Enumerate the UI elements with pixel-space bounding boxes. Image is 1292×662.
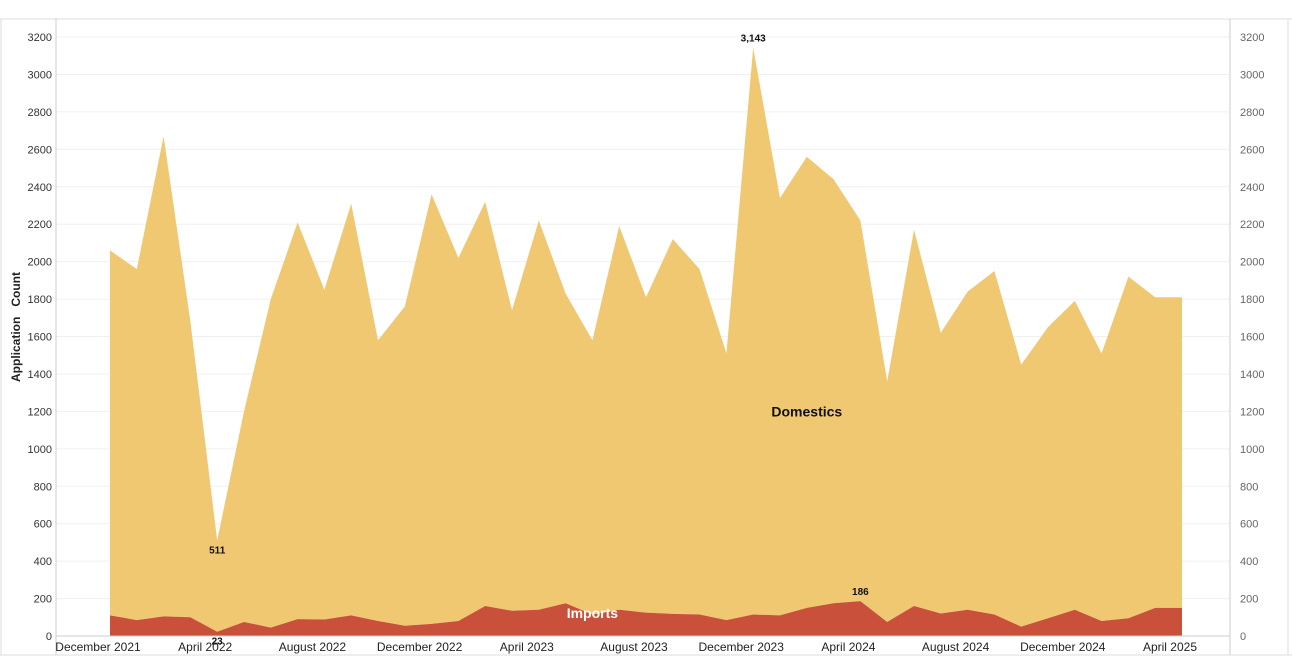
data-label: 511	[209, 545, 226, 556]
series-label: Imports	[567, 605, 619, 621]
x-tick-label: April 2023	[500, 640, 554, 654]
data-label: 3,143	[741, 34, 766, 45]
x-tick-label: August 2024	[922, 640, 990, 654]
y-tick-label-right: 400	[1240, 556, 1258, 568]
x-tick-label: December 2023	[699, 640, 785, 654]
y-tick-label-right: 2000	[1240, 257, 1264, 269]
y-tick-label-right: 600	[1240, 519, 1258, 531]
y-tick-label-right: 1400	[1240, 369, 1264, 381]
y-tick-label-right: 1600	[1240, 332, 1264, 344]
y-tick-label-left: 1200	[28, 406, 52, 418]
y-tick-label-right: 1000	[1240, 444, 1264, 456]
y-tick-label-right: 200	[1240, 594, 1258, 606]
y-tick-label-right: 2800	[1240, 107, 1264, 119]
y-tick-label-right: 3000	[1240, 69, 1264, 81]
y-tick-label-left: 2000	[28, 257, 52, 269]
y-tick-label-left: 2200	[28, 219, 52, 231]
area-series	[110, 47, 1182, 636]
y-tick-label-left: 1400	[28, 369, 52, 381]
y-tick-label-right: 800	[1240, 481, 1258, 493]
y-tick-label-left: 2600	[28, 144, 52, 156]
y-tick-label-left: 1000	[28, 444, 52, 456]
y-tick-label-right: 3200	[1240, 32, 1264, 44]
series-labels: Domestics Imports	[567, 404, 843, 621]
data-label: 186	[852, 587, 869, 598]
x-tick-label: August 2022	[279, 640, 347, 654]
y-tick-label-left: 800	[34, 481, 52, 493]
domestics-area	[110, 47, 1182, 632]
y-tick-label-left: 2400	[28, 182, 52, 194]
x-tick-label: December 2022	[377, 640, 463, 654]
y-axis-title: Application Count	[9, 272, 23, 382]
y-tick-label-right: 2400	[1240, 182, 1264, 194]
y-tick-label-left: 600	[34, 519, 52, 531]
x-tick-label: April 2022	[178, 640, 232, 654]
y-axis-left-ticks: 0 200 400 600 800 1000 1200 1400 1600 1800 2000 220…	[28, 32, 52, 643]
y-axis-right-ticks: 0 200 400 600 800 1000 1200 1400 1600 1800 2000 220…	[1240, 32, 1264, 643]
x-tick-label: December 2021	[55, 640, 141, 654]
y-tick-label-right: 1200	[1240, 406, 1264, 418]
y-tick-label-left: 3200	[28, 32, 52, 44]
y-tick-label-left: 1800	[28, 294, 52, 306]
data-annotations: 3,143 511 23 186	[209, 34, 869, 648]
x-tick-label: April 2024	[821, 640, 875, 654]
y-tick-label-left: 3000	[28, 69, 52, 81]
y-tick-label-left: 400	[34, 556, 52, 568]
x-axis-ticks: December 2021 April 2022 August 2022 Decemb…	[55, 640, 1197, 654]
series-label: Domestics	[771, 404, 842, 420]
x-tick-label: April 2025	[1143, 640, 1197, 654]
y-tick-label-left: 0	[46, 631, 52, 643]
data-label: 23	[212, 637, 224, 648]
x-tick-label: August 2023	[600, 640, 668, 654]
y-tick-label-left: 2800	[28, 107, 52, 119]
y-tick-label-left: 1600	[28, 332, 52, 344]
y-tick-label-right: 2200	[1240, 219, 1264, 231]
y-tick-label-right: 2600	[1240, 144, 1264, 156]
x-tick-label: December 2024	[1020, 640, 1106, 654]
y-tick-label-right: 1800	[1240, 294, 1264, 306]
y-tick-label-right: 0	[1240, 631, 1246, 643]
y-tick-label-left: 200	[34, 594, 52, 606]
imports-area	[110, 601, 1182, 636]
